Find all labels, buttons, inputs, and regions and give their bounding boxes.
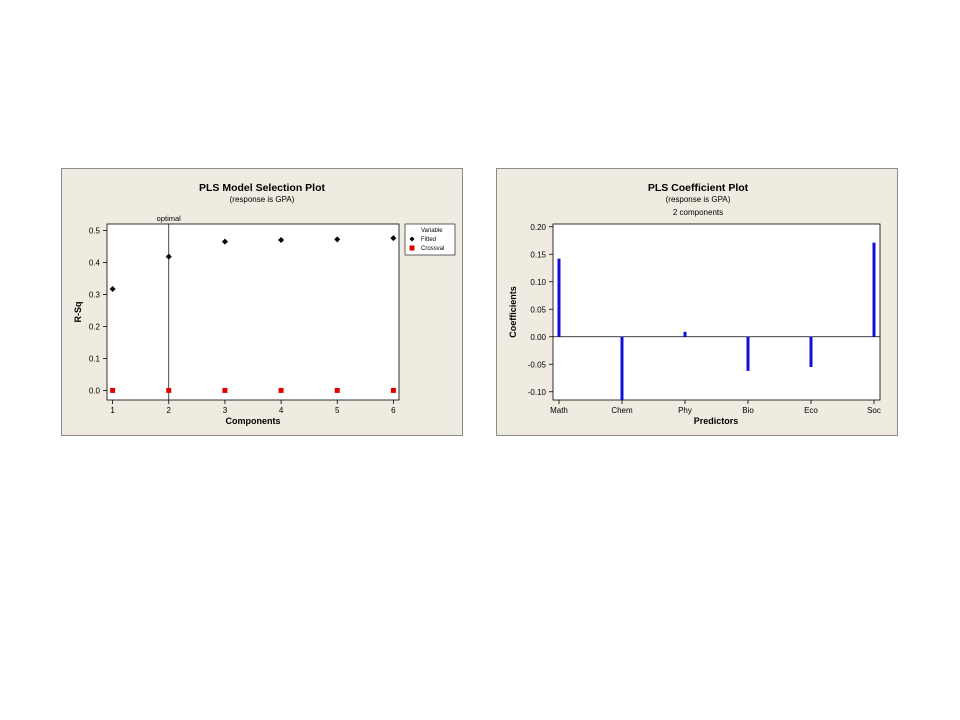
fitted-point: [334, 236, 341, 243]
x-tick-label: Soc: [867, 406, 881, 415]
fitted-point: [165, 253, 172, 260]
x-axis-label: Components: [226, 416, 281, 426]
x-tick-label: 6: [391, 406, 396, 415]
y-tick-label: -0.05: [528, 360, 547, 369]
coefficient-bar: [557, 258, 561, 337]
legend-title: Variable: [421, 228, 443, 234]
x-tick-label: 2: [167, 406, 172, 415]
coefficient-plot: PLS Coefficient Plot (response is GPA) 2…: [496, 168, 898, 436]
y-tick-label: 0.5: [89, 226, 101, 235]
y-axis-label: R-Sq: [73, 302, 83, 323]
y-tick-label: -0.10: [528, 388, 547, 397]
legend-fitted-marker: [409, 236, 415, 242]
fitted-point: [278, 237, 285, 243]
x-tick-label: 4: [279, 406, 284, 415]
y-tick-label: 0.20: [530, 223, 546, 232]
x-tick-label: Eco: [804, 406, 818, 415]
chart-title: PLS Coefficient Plot: [648, 182, 749, 194]
model-selection-plot: PLS Model Selection Plot (response is GP…: [61, 168, 463, 436]
x-tick-label: 5: [335, 406, 340, 415]
x-tick-label: Bio: [742, 406, 754, 415]
crossval-point: [334, 387, 340, 393]
fitted-point: [109, 285, 116, 292]
y-tick-label: 0.00: [530, 333, 546, 342]
y-tick-label: 0.3: [89, 290, 101, 299]
crossval-point: [222, 387, 228, 393]
y-tick-label: 0.0: [89, 386, 101, 395]
coefficient-bar: [683, 331, 687, 337]
crossval-point: [278, 387, 284, 393]
y-axis-label: Coefficients: [508, 286, 518, 338]
chart-title: PLS Model Selection Plot: [199, 182, 326, 194]
y-tick-label: 0.4: [89, 258, 101, 267]
legend-fitted-label: Fitted: [421, 237, 436, 243]
coefficient-bar: [872, 242, 876, 337]
coefficient-bar: [620, 336, 624, 400]
chart-subtitle: (response is GPA): [230, 195, 295, 204]
model-selection-chart: PLS Model Selection Plot (response is GP…: [73, 182, 456, 426]
crossval-point: [166, 387, 172, 393]
fitted-point: [221, 238, 228, 245]
chart-subtitle-components: 2 components: [673, 208, 723, 217]
legend-crossval-marker: [409, 245, 415, 251]
x-tick-label: 3: [223, 406, 228, 415]
x-tick-label: 1: [110, 406, 115, 415]
coefficient-chart: PLS Coefficient Plot (response is GPA) 2…: [508, 182, 881, 426]
crossval-point: [390, 387, 396, 393]
y-tick-label: 0.15: [530, 250, 546, 259]
coefficient-bar: [746, 336, 750, 371]
x-tick-label: Chem: [611, 406, 633, 415]
y-tick-label: 0.10: [530, 278, 546, 287]
crossval-point: [110, 387, 116, 393]
x-axis-label: Predictors: [694, 416, 739, 426]
x-tick-label: Phy: [678, 406, 692, 415]
coefficient-bar: [809, 336, 813, 367]
chart-subtitle: (response is GPA): [666, 195, 731, 204]
optimal-label: optimal: [157, 214, 182, 223]
y-tick-label: 0.05: [530, 305, 546, 314]
x-tick-label: Math: [550, 406, 568, 415]
fitted-point: [390, 235, 397, 242]
plot-area: [106, 223, 400, 401]
y-tick-label: 0.2: [89, 322, 101, 331]
y-tick-label: 0.1: [89, 354, 101, 363]
legend-crossval-label: Crossval: [421, 246, 444, 252]
plot-area: [552, 223, 881, 401]
